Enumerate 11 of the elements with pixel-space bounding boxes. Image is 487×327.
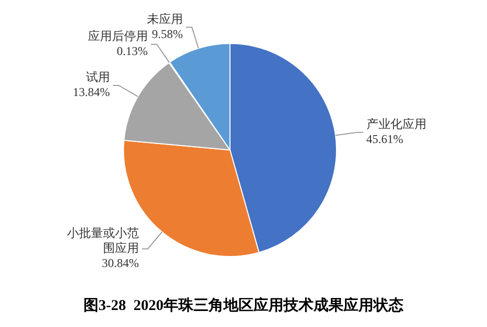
- data-label: 0.13%: [116, 44, 148, 58]
- slice-label: 应用后停用: [88, 29, 148, 44]
- slice-label: 产业化应用: [366, 116, 426, 131]
- text: 图3-28 2020年珠三角地区应用技术成果应用状态: [82, 296, 404, 315]
- slice-label: 未应用: [146, 12, 183, 26]
- slice-label: 试用: [86, 70, 110, 84]
- data-label: 9.58%: [152, 26, 183, 41]
- data-label: 13.84%: [72, 85, 110, 100]
- data-label: 30.84%: [102, 256, 139, 270]
- slice-label: 小批量或小范围应用: [66, 226, 139, 256]
- data-label: 45.61%: [366, 132, 404, 146]
